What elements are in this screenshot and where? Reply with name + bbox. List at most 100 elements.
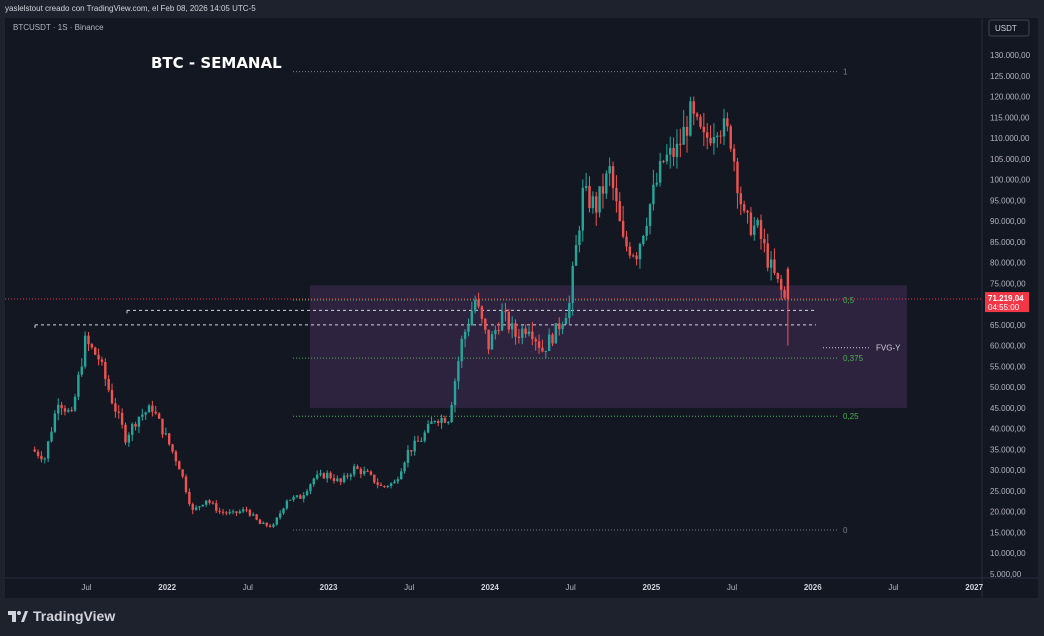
tradingview-logo[interactable]: TradingView bbox=[8, 608, 115, 624]
candle-body bbox=[174, 451, 178, 462]
candle-body bbox=[359, 468, 363, 474]
candle-body bbox=[225, 512, 228, 514]
candle-body bbox=[571, 265, 574, 304]
candle-body bbox=[137, 416, 141, 427]
candle-body bbox=[36, 451, 40, 456]
candle-body bbox=[171, 444, 174, 452]
candle-body bbox=[658, 161, 662, 183]
candle-body bbox=[312, 478, 315, 485]
chart-panel[interactable]: 1 0,5 0,375 0,25 0 130.000,00 125.000,00 120.0… bbox=[5, 18, 1038, 598]
candle-body bbox=[679, 143, 682, 145]
price-tick-label: 40.000,00 bbox=[990, 425, 1026, 434]
time-tick-label: 2022 bbox=[158, 583, 176, 592]
candle-body bbox=[685, 126, 689, 136]
candle-body bbox=[400, 471, 403, 480]
currency-button[interactable]: USDT bbox=[988, 19, 1030, 37]
candle-body bbox=[527, 331, 531, 335]
price-tick-label: 110.000,00 bbox=[990, 134, 1030, 143]
candle-body bbox=[329, 472, 332, 479]
price-tick-label: 115.000,00 bbox=[990, 113, 1030, 122]
candle-body bbox=[561, 324, 564, 330]
candle-body bbox=[477, 300, 480, 307]
candle-body bbox=[406, 450, 410, 463]
candle-body bbox=[490, 334, 494, 350]
last-price-label: 71.219,04 bbox=[988, 294, 1024, 303]
last-price-tag: 71.219,04 04:55:00 bbox=[985, 292, 1029, 313]
candle-body bbox=[33, 449, 36, 452]
candle-body bbox=[53, 413, 57, 432]
candle-body bbox=[252, 514, 255, 516]
time-tick-label: 2026 bbox=[804, 583, 822, 592]
candle-body bbox=[655, 182, 658, 185]
candle-body bbox=[120, 412, 124, 425]
price-tick-label: 15.000,00 bbox=[990, 528, 1026, 537]
candle-body bbox=[379, 484, 383, 486]
candle-body bbox=[494, 330, 497, 335]
candle-body bbox=[164, 433, 168, 435]
candle-body bbox=[447, 422, 450, 424]
candle-body bbox=[732, 148, 736, 162]
candle-body bbox=[507, 311, 511, 330]
candle-body bbox=[352, 466, 356, 475]
candle-body bbox=[383, 485, 386, 487]
candle-body bbox=[699, 116, 702, 127]
candle-body bbox=[114, 403, 117, 412]
candle-body bbox=[729, 126, 732, 149]
price-tick-label: 125.000,00 bbox=[990, 72, 1031, 81]
candle-body bbox=[716, 135, 719, 138]
candle-body bbox=[450, 404, 453, 423]
candle-body bbox=[373, 474, 376, 483]
candle-body bbox=[776, 272, 780, 279]
price-tick-label: 60.000,00 bbox=[990, 342, 1026, 351]
candle-body bbox=[292, 496, 295, 500]
candle-body bbox=[652, 184, 655, 205]
fib-level-label: 0,375 bbox=[843, 354, 864, 363]
time-axis[interactable]: Jul 2022 Jul 2023 Jul 2024 Jul 2025 Jul 2026 Jul 20… bbox=[81, 583, 983, 592]
price-tick-label: 105.000,00 bbox=[990, 155, 1031, 164]
price-tick-label: 20.000,00 bbox=[990, 508, 1026, 517]
price-chart[interactable]: 1 0,5 0,375 0,25 0 130.000,00 125.000,00 120.0… bbox=[5, 18, 1038, 598]
candle-body bbox=[63, 408, 67, 412]
candle-body bbox=[188, 491, 191, 505]
candle-body bbox=[389, 483, 393, 487]
candle-body bbox=[272, 524, 275, 527]
candle-body bbox=[769, 259, 773, 268]
candle-body bbox=[201, 504, 205, 507]
candle-body bbox=[410, 450, 413, 452]
candle-body bbox=[60, 404, 63, 409]
candle-body bbox=[322, 473, 326, 479]
footer-bar: TradingView bbox=[0, 598, 1044, 636]
candle-body bbox=[635, 255, 638, 260]
currency-label[interactable]: USDT bbox=[995, 24, 1017, 33]
candle-body bbox=[773, 259, 776, 273]
candle-body bbox=[208, 500, 211, 503]
candle-body bbox=[289, 499, 292, 501]
candle-body bbox=[591, 196, 595, 209]
candle-body bbox=[349, 474, 352, 477]
candle-body bbox=[100, 359, 104, 363]
candle-body bbox=[706, 132, 709, 138]
candle-body bbox=[215, 503, 218, 511]
candle-body bbox=[255, 514, 258, 520]
candle-body bbox=[302, 495, 305, 499]
candle-body bbox=[554, 323, 558, 344]
candle-body bbox=[262, 522, 265, 525]
candle-body bbox=[766, 243, 769, 268]
candle-body bbox=[514, 323, 517, 337]
price-tick-label: 50.000,00 bbox=[990, 383, 1026, 392]
candle-body bbox=[779, 278, 783, 290]
candle-body bbox=[578, 230, 581, 246]
candle-body bbox=[356, 466, 359, 469]
fib-level-label: 0,5 bbox=[843, 296, 855, 305]
candle-body bbox=[753, 225, 756, 235]
candle-body bbox=[484, 318, 487, 330]
candle-body bbox=[544, 350, 547, 352]
candle-body bbox=[332, 478, 336, 481]
candle-body bbox=[632, 255, 635, 257]
candle-body bbox=[500, 311, 504, 331]
candle-body bbox=[248, 509, 252, 516]
candle-body bbox=[393, 481, 396, 484]
price-axis[interactable]: 130.000,00 125.000,00 120.000,00 115.000,00… bbox=[990, 51, 1031, 579]
candle-body bbox=[595, 196, 598, 213]
candle-body bbox=[574, 245, 578, 266]
